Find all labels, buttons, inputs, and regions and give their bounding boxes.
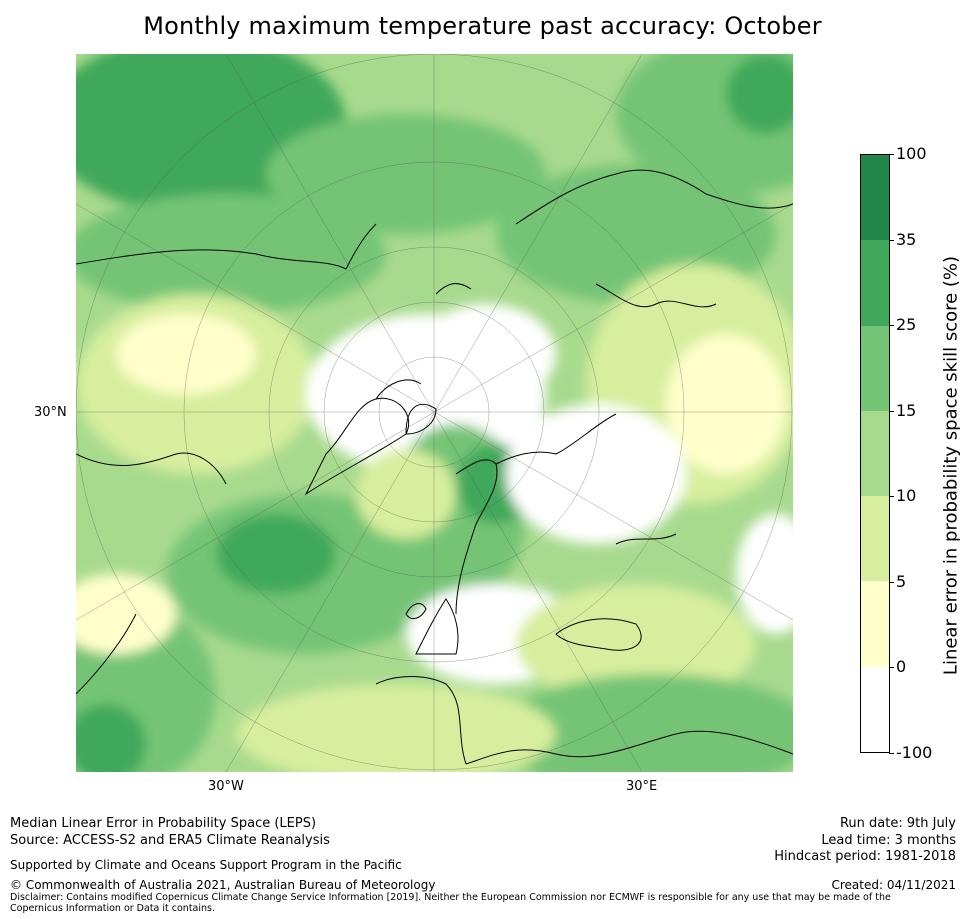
colorbar-tick-mark	[889, 239, 894, 241]
footer-supported: Supported by Climate and Oceans Support …	[10, 858, 402, 872]
colorbar-tick-mark	[889, 154, 894, 155]
colorbar-tick-label: 10	[896, 486, 917, 506]
skill-field	[76, 54, 793, 772]
colorbar-bin	[861, 496, 889, 582]
colorbar-tick-label: 35	[896, 229, 917, 249]
lat-label-30n: 30°N	[34, 405, 67, 420]
colorbar-tick-mark	[889, 667, 894, 669]
footer-hindcast: Hindcast period: 1981-2018	[774, 849, 956, 864]
graticule	[76, 54, 793, 772]
footer-leps-line: Median Linear Error in Probability Space…	[10, 816, 317, 831]
colorbar-tick-mark	[889, 581, 894, 583]
coastlines	[76, 169, 793, 765]
colorbar-label: Linear error in probability space skill …	[940, 255, 962, 676]
colorbar	[860, 154, 890, 753]
footer-source-line: Source: ACCESS-S2 and ERA5 Climate Reana…	[10, 833, 330, 848]
map-canvas	[76, 54, 793, 772]
colorbar-bin	[861, 325, 889, 412]
colorbar-bin	[861, 581, 889, 668]
footer-run-date: Run date: 9th July	[839, 816, 956, 831]
colorbar-tick-label: 5	[896, 571, 907, 591]
polar-map[interactable]	[76, 54, 793, 772]
lon-label-30e: 30°E	[626, 779, 658, 794]
colorbar-tick-label: -100	[896, 743, 933, 762]
colorbar-tick-label: 25	[896, 315, 917, 335]
footer-created: Created: 04/11/2021	[831, 878, 956, 892]
footer-copyright: © Commonwealth of Australia 2021, Austra…	[10, 878, 436, 892]
colorbar-tick-mark	[889, 410, 894, 412]
lon-label-30w: 30°W	[208, 779, 244, 794]
colorbar-bin	[861, 240, 889, 327]
footer-disclaimer: Disclaimer: Contains modified Copernicus…	[10, 892, 891, 914]
colorbar-tick-mark	[889, 496, 894, 498]
colorbar-tick-label: 100	[896, 144, 927, 163]
page-title: Monthly maximum temperature past accurac…	[143, 12, 822, 40]
colorbar-bin	[861, 666, 889, 753]
colorbar-tick-label: 0	[896, 657, 907, 677]
colorbar-bin	[861, 410, 889, 497]
colorbar-tick-mark	[889, 325, 894, 327]
footer-lead-time: Lead time: 3 months	[821, 833, 956, 848]
colorbar-bin	[861, 155, 889, 241]
colorbar-tick-mark	[889, 753, 894, 754]
colorbar-tick-label: 15	[896, 400, 917, 420]
